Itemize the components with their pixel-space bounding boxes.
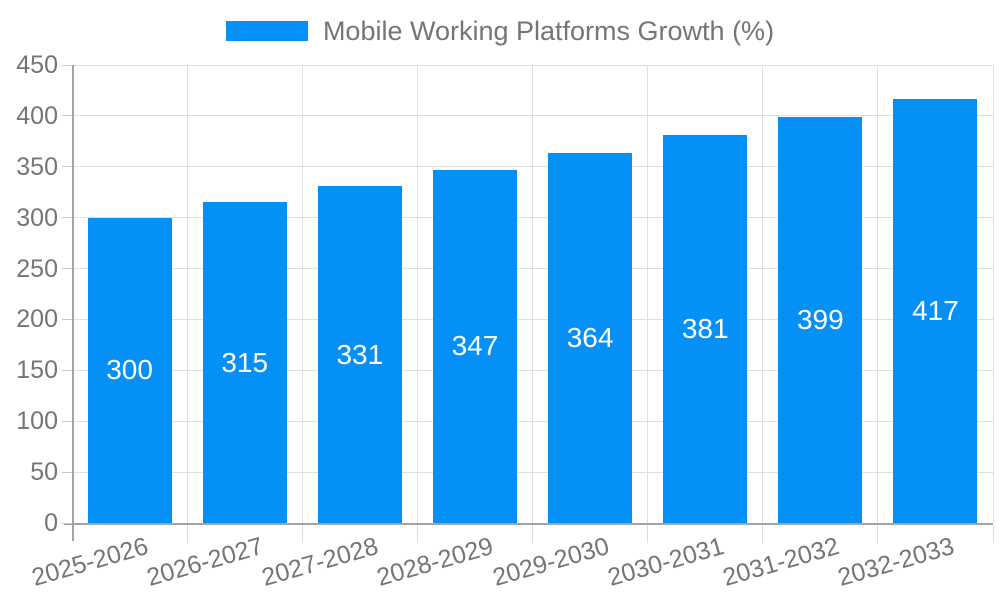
bar-2030-2031: 381 bbox=[663, 135, 748, 523]
bar-2032-2033: 417 bbox=[893, 98, 978, 523]
v-gridline bbox=[301, 65, 303, 523]
x-tick-mark bbox=[416, 525, 418, 543]
y-tick-label: 50 bbox=[30, 458, 58, 487]
y-tick-label: 350 bbox=[16, 152, 58, 181]
legend[interactable]: Mobile Working Platforms Growth (%) bbox=[0, 15, 1000, 46]
bar-value-label: 300 bbox=[106, 354, 153, 386]
bar-value-label: 399 bbox=[796, 303, 844, 335]
bar-value-label: 331 bbox=[336, 338, 384, 370]
y-tick-mark bbox=[62, 420, 72, 422]
y-tick-mark bbox=[62, 522, 72, 524]
y-tick-mark bbox=[62, 115, 72, 117]
bar-2026-2027: 315 bbox=[202, 202, 287, 523]
y-tick-label: 150 bbox=[16, 356, 58, 385]
x-tick-mark bbox=[877, 525, 879, 543]
y-tick-mark bbox=[62, 369, 72, 371]
bar-2028-2029: 347 bbox=[432, 169, 517, 523]
bar-2025-2026: 300 bbox=[87, 217, 172, 523]
bar-value-label: 347 bbox=[451, 330, 499, 362]
v-gridline bbox=[877, 65, 879, 523]
x-category-label: 2028-2029 bbox=[374, 532, 497, 592]
x-category-label: 2030-2031 bbox=[604, 532, 727, 592]
plot-area: 300 315 331 347 364 381 399 417 bbox=[72, 64, 994, 523]
bar-value-label: 417 bbox=[912, 294, 959, 326]
legend-swatch bbox=[225, 21, 308, 41]
x-axis-line bbox=[64, 523, 993, 525]
x-category-label: 2025-2026 bbox=[28, 532, 152, 592]
y-axis-line bbox=[72, 65, 74, 541]
bar-value-label: 315 bbox=[221, 346, 269, 378]
v-gridline bbox=[186, 65, 188, 523]
x-category-label: 2027-2028 bbox=[258, 532, 382, 592]
y-tick-mark bbox=[62, 268, 72, 270]
x-tick-mark bbox=[647, 525, 649, 543]
x-tick-mark bbox=[992, 525, 994, 543]
x-tick-mark bbox=[301, 525, 303, 543]
v-gridline bbox=[992, 65, 994, 523]
bar-value-label: 364 bbox=[566, 321, 614, 353]
x-tick-mark bbox=[186, 525, 188, 543]
v-gridline bbox=[532, 65, 533, 523]
bar-2031-2032: 399 bbox=[778, 116, 863, 523]
y-tick-label: 400 bbox=[16, 101, 58, 130]
bar-value-label: 381 bbox=[681, 313, 729, 345]
y-tick-label: 300 bbox=[16, 203, 58, 232]
y-tick-label: 0 bbox=[44, 509, 58, 537]
x-tick-mark bbox=[532, 525, 533, 543]
x-category-label: 2026-2027 bbox=[143, 532, 267, 592]
x-category-label: 2029-2030 bbox=[489, 532, 612, 592]
v-gridline bbox=[762, 65, 764, 523]
x-category-label: 2031-2032 bbox=[719, 532, 843, 592]
y-tick-mark bbox=[62, 166, 72, 168]
y-tick-mark bbox=[62, 471, 72, 473]
y-tick-label: 200 bbox=[16, 305, 58, 334]
x-category-label: 2032-2033 bbox=[834, 532, 958, 592]
y-tick-label: 450 bbox=[16, 51, 58, 79]
bar-2027-2028: 331 bbox=[317, 186, 402, 523]
legend-label: Mobile Working Platforms Growth (%) bbox=[322, 15, 775, 46]
y-tick-mark bbox=[62, 64, 72, 66]
y-tick-mark bbox=[62, 217, 72, 219]
y-tick-mark bbox=[62, 318, 72, 320]
v-gridline bbox=[647, 65, 649, 523]
v-gridline bbox=[416, 65, 418, 523]
x-tick-mark bbox=[762, 525, 764, 543]
y-tick-label: 250 bbox=[16, 254, 58, 283]
bar-2029-2030: 364 bbox=[548, 152, 633, 523]
y-tick-label: 100 bbox=[16, 407, 58, 436]
